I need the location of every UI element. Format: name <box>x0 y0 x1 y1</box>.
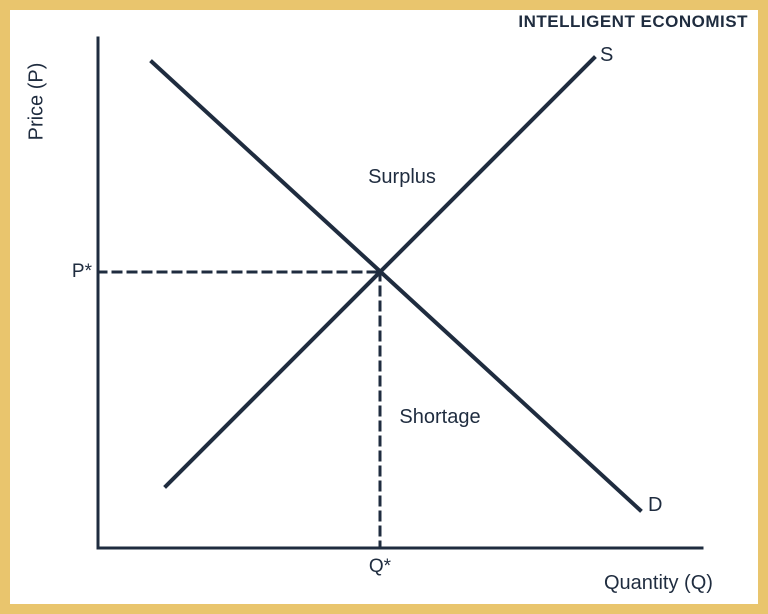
chart-svg <box>0 0 768 614</box>
demand-curve <box>152 62 640 510</box>
